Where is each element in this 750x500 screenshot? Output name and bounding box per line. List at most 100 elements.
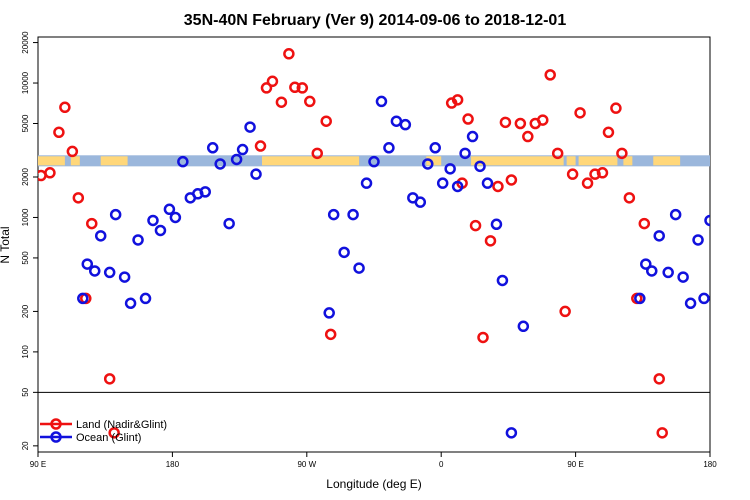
land-point bbox=[596, 167, 609, 179]
ocean-point bbox=[236, 143, 249, 156]
land-point bbox=[72, 192, 85, 204]
x-tick-label: 90 E bbox=[30, 460, 46, 469]
land-point bbox=[462, 113, 474, 125]
ocean-point bbox=[684, 297, 697, 310]
land-point bbox=[610, 102, 622, 114]
ocean-point bbox=[177, 155, 189, 168]
y-axis-label: N Total bbox=[0, 226, 12, 263]
land-point bbox=[469, 219, 482, 232]
land-point bbox=[484, 235, 497, 247]
land-point bbox=[566, 168, 579, 180]
land-point bbox=[108, 427, 120, 439]
land-point bbox=[44, 167, 56, 179]
land-point bbox=[536, 114, 549, 126]
land-point bbox=[275, 96, 288, 108]
land-point bbox=[304, 95, 316, 108]
ocean-point bbox=[81, 258, 94, 270]
ocean-point bbox=[414, 196, 427, 208]
land-point bbox=[514, 117, 527, 130]
ocean-point bbox=[496, 274, 509, 287]
land-point bbox=[296, 82, 309, 94]
land-point bbox=[451, 94, 464, 106]
ocean-point bbox=[490, 218, 503, 231]
x-tick-label: 90 W bbox=[297, 460, 316, 469]
land-point bbox=[103, 373, 116, 385]
ocean-point bbox=[669, 208, 682, 221]
map-land-segment bbox=[653, 156, 681, 166]
ocean-point bbox=[327, 208, 340, 221]
ocean-point bbox=[124, 297, 137, 310]
y-tick-label: 100 bbox=[21, 345, 30, 359]
x-tick-label: 90 E bbox=[567, 460, 583, 469]
x-axis-label: Longitude (deg E) bbox=[326, 477, 421, 491]
y-tick-label: 200 bbox=[21, 304, 30, 318]
y-tick-label: 1000 bbox=[21, 208, 30, 226]
land-point bbox=[266, 75, 279, 88]
ocean-point bbox=[692, 234, 704, 246]
legend-item-ocean: Ocean (Glint) bbox=[40, 431, 141, 444]
y-tick-label: 2000 bbox=[21, 168, 30, 186]
ocean-point bbox=[698, 292, 710, 305]
x-tick-label: 0 bbox=[439, 460, 444, 469]
map-land-segment bbox=[471, 156, 564, 166]
ocean-point bbox=[230, 153, 243, 166]
x-axis: 90 E 180 90 W 0 90 E 180 bbox=[30, 452, 717, 469]
land-point bbox=[602, 126, 615, 139]
ocean-point bbox=[163, 203, 176, 216]
legend: Land (Nadir&Glint) Ocean (Glint) bbox=[40, 418, 167, 444]
ocean-point bbox=[103, 266, 116, 279]
ocean-point bbox=[634, 292, 646, 305]
ocean-point bbox=[459, 147, 471, 160]
ocean-point bbox=[353, 262, 365, 274]
land-point bbox=[656, 427, 668, 439]
y-tick-label: 20000 bbox=[21, 31, 30, 54]
ocean-point bbox=[436, 177, 449, 189]
y-tick-label: 500 bbox=[21, 251, 30, 265]
ocean-point bbox=[214, 158, 226, 170]
x-tick-label: 180 bbox=[703, 460, 717, 469]
map-land-segment bbox=[623, 156, 633, 166]
land-point bbox=[522, 130, 534, 143]
ocean-point bbox=[206, 142, 219, 154]
ocean-point bbox=[653, 230, 665, 242]
land-point bbox=[254, 140, 267, 152]
ocean-point bbox=[199, 186, 212, 198]
land-point bbox=[320, 115, 332, 127]
ocean-point bbox=[132, 234, 144, 246]
land-point bbox=[559, 305, 571, 318]
ocean-point bbox=[360, 177, 373, 189]
land-point bbox=[477, 331, 489, 344]
ocean-point bbox=[713, 226, 722, 235]
y-tick-label: 50 bbox=[21, 387, 30, 396]
ocean-point bbox=[223, 217, 235, 230]
ocean-point bbox=[399, 118, 412, 131]
land-point bbox=[66, 145, 79, 158]
land-point bbox=[289, 81, 301, 94]
land-point bbox=[53, 126, 65, 139]
ocean-point bbox=[646, 265, 658, 277]
ocean-point bbox=[368, 155, 380, 168]
ocean-point bbox=[347, 208, 359, 221]
ocean-point bbox=[139, 292, 152, 305]
ocean-point bbox=[429, 142, 441, 154]
land-point bbox=[499, 116, 512, 129]
legend-marker-land bbox=[50, 418, 62, 430]
ocean-point bbox=[118, 271, 131, 283]
land-point bbox=[581, 177, 594, 189]
ocean-point bbox=[77, 292, 89, 305]
ocean-point bbox=[662, 266, 674, 279]
ocean-point bbox=[451, 180, 464, 193]
land-point bbox=[589, 168, 601, 180]
ocean-point bbox=[338, 246, 350, 259]
chart-title: 35N-40N February (Ver 9) 2014-09-06 to 2… bbox=[184, 12, 567, 29]
land-point bbox=[311, 147, 324, 160]
y-tick-label: 20 bbox=[21, 441, 30, 450]
land-point bbox=[653, 373, 665, 385]
map-land-segment bbox=[426, 156, 442, 166]
map-land-segment bbox=[578, 156, 618, 166]
ocean-point bbox=[147, 214, 159, 227]
map-ocean-band bbox=[38, 155, 710, 167]
land-point bbox=[623, 192, 636, 204]
land-point bbox=[324, 328, 337, 341]
x-tick-label: 180 bbox=[166, 460, 180, 469]
